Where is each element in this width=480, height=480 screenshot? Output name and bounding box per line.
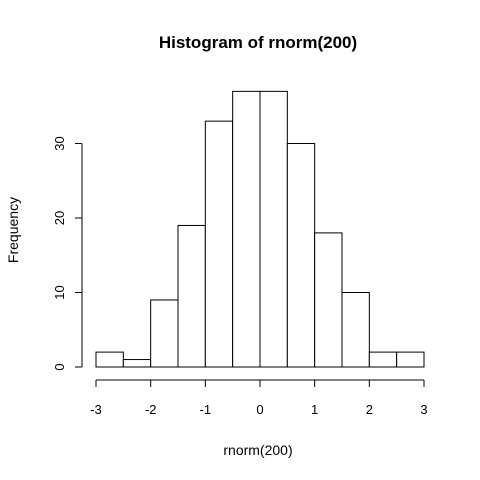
y-axis-label: Frequency: [5, 197, 21, 263]
histogram-bar: [232, 90, 261, 368]
x-tick-label: 1: [311, 402, 318, 417]
histogram-bar: [259, 90, 288, 368]
chart-title: Histogram of rnorm(200): [159, 33, 357, 52]
histogram-bar: [150, 299, 179, 368]
x-tick-label: 2: [366, 402, 373, 417]
y-tick-label: 0: [52, 363, 67, 370]
histogram-bar: [314, 232, 343, 368]
x-tick-label: -1: [200, 402, 212, 417]
x-tick-label: -3: [90, 402, 102, 417]
x-tick-label: 0: [256, 402, 263, 417]
histogram-bar: [368, 351, 398, 368]
x-tick-label: 3: [420, 402, 427, 417]
histogram-bar: [95, 351, 124, 368]
x-axis-label: rnorm(200): [223, 442, 292, 458]
histogram-bar: [341, 292, 370, 368]
x-axis: -3 -2 -1 0 1 2 3: [90, 379, 428, 417]
histogram-bar: [286, 143, 316, 368]
x-tick-label: -2: [145, 402, 157, 417]
y-tick-label: 30: [52, 136, 67, 150]
histogram-bar: [122, 359, 152, 368]
y-axis: 0 10 20 30: [52, 136, 83, 371]
histogram-bar: [177, 224, 206, 368]
histogram-bar: [204, 120, 234, 368]
y-tick-label: 20: [52, 211, 67, 225]
y-tick-label: 10: [52, 285, 67, 299]
bars-group: [95, 90, 425, 368]
histogram-bar: [396, 351, 425, 368]
